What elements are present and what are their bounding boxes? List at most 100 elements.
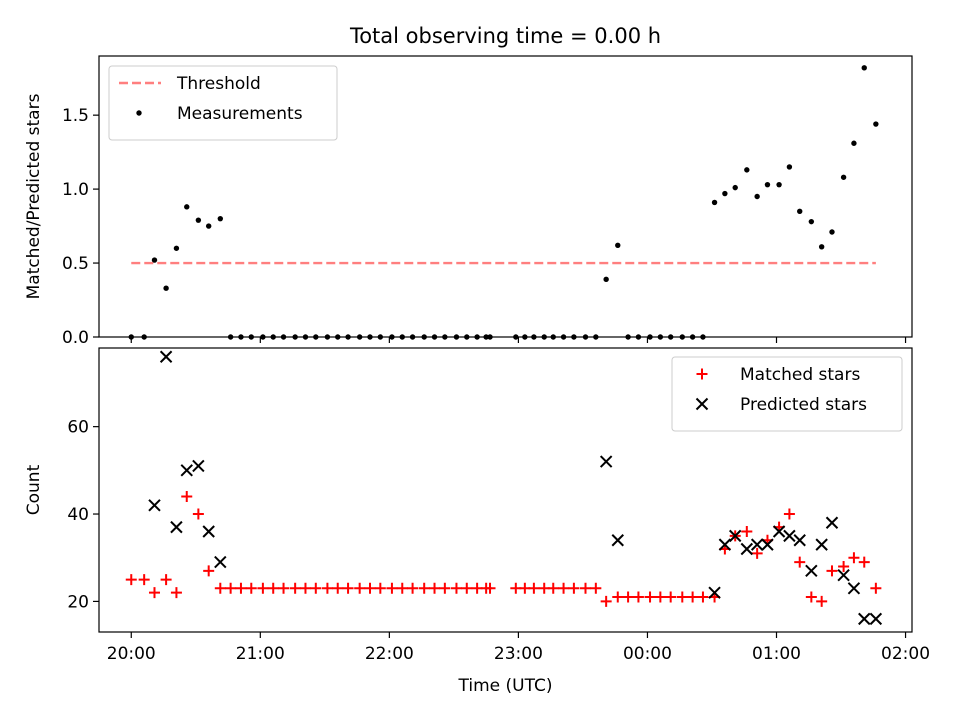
data-point xyxy=(783,508,795,520)
data-point xyxy=(750,538,764,551)
data-point xyxy=(332,582,344,594)
data-point xyxy=(484,582,496,594)
data-point xyxy=(665,591,677,603)
data-point xyxy=(159,350,173,363)
data-point xyxy=(407,582,419,594)
legend-box xyxy=(108,65,338,141)
data-point xyxy=(439,582,451,594)
data-point xyxy=(697,591,709,603)
data-point xyxy=(858,556,870,568)
data-point xyxy=(568,582,580,594)
data-point xyxy=(599,455,613,468)
data-point xyxy=(192,459,205,473)
data-point xyxy=(429,582,441,594)
data-point xyxy=(847,582,861,595)
legend-label: Measurements xyxy=(177,104,303,124)
data-point xyxy=(450,582,462,594)
x-tick-label: 21:00 xyxy=(236,644,285,664)
data-point xyxy=(612,591,624,603)
data-point xyxy=(708,586,721,599)
data-point xyxy=(267,582,279,594)
data-point xyxy=(590,582,602,594)
data-point xyxy=(184,204,190,210)
data-point xyxy=(170,520,183,534)
data-point xyxy=(761,538,774,551)
data-point xyxy=(257,582,269,594)
data-point xyxy=(214,582,226,594)
plot-frame xyxy=(98,347,913,633)
data-point xyxy=(632,591,644,603)
data-point xyxy=(808,218,815,225)
data-point xyxy=(225,582,237,594)
x-tick-label: 00:00 xyxy=(623,644,672,664)
data-point xyxy=(732,184,738,191)
data-point xyxy=(751,547,763,559)
data-point xyxy=(722,190,728,197)
data-point xyxy=(805,591,817,603)
chart-title: Total observing time = 0.00 h xyxy=(349,24,661,48)
data-point xyxy=(816,595,828,607)
data-point xyxy=(611,534,624,547)
x-tick-label: 22:00 xyxy=(365,644,414,664)
data-point xyxy=(676,591,688,603)
data-point xyxy=(299,582,311,594)
data-point xyxy=(837,568,850,582)
data-point xyxy=(600,595,612,607)
data-point xyxy=(797,208,803,214)
data-point xyxy=(547,582,559,594)
data-point xyxy=(217,215,224,222)
data-point xyxy=(160,574,172,586)
data-point xyxy=(838,560,850,572)
data-point xyxy=(764,181,771,188)
data-point xyxy=(741,526,753,538)
data-point xyxy=(654,591,666,603)
data-point xyxy=(386,582,398,594)
series-matched-stars xyxy=(125,491,882,607)
plot-frame xyxy=(98,55,913,338)
data-point xyxy=(772,525,786,538)
data-point xyxy=(873,121,879,127)
legend-measurements-swatch xyxy=(136,110,142,116)
data-point xyxy=(418,582,430,594)
y-tick-label: 60 xyxy=(67,418,89,438)
data-point xyxy=(740,542,754,556)
data-point xyxy=(754,193,760,200)
data-point xyxy=(170,587,182,599)
data-point xyxy=(580,582,592,594)
data-point xyxy=(793,534,806,547)
data-point xyxy=(396,582,408,594)
x-tick-label: 23:00 xyxy=(494,644,543,664)
data-point xyxy=(794,556,806,568)
data-point xyxy=(786,164,793,170)
y-tick-label: 0.0 xyxy=(62,328,89,348)
data-point xyxy=(205,223,212,229)
data-point xyxy=(461,582,473,594)
data-point xyxy=(321,582,333,594)
data-point xyxy=(825,516,839,529)
y-axis-label: Matched/Predicted stars xyxy=(24,93,44,299)
x-tick-label: 02:00 xyxy=(881,644,930,664)
data-point xyxy=(148,587,160,599)
data-point xyxy=(826,565,838,577)
data-point xyxy=(687,591,699,603)
data-point xyxy=(245,582,257,594)
legend-predicted-swatch xyxy=(695,397,709,411)
data-point xyxy=(528,582,540,594)
data-point xyxy=(181,491,193,503)
data-point xyxy=(558,582,570,594)
data-point xyxy=(173,245,180,251)
data-point xyxy=(848,552,860,564)
data-point xyxy=(151,257,158,263)
data-point xyxy=(644,591,656,603)
data-point xyxy=(342,582,354,594)
data-point xyxy=(289,582,301,594)
data-point xyxy=(148,499,161,512)
data-point xyxy=(374,582,386,594)
data-point xyxy=(278,582,290,594)
y-tick-label: 20 xyxy=(67,592,89,612)
data-point xyxy=(622,591,634,603)
data-point xyxy=(829,229,835,235)
data-point xyxy=(615,242,621,249)
y-axis-label: Count xyxy=(24,464,44,515)
